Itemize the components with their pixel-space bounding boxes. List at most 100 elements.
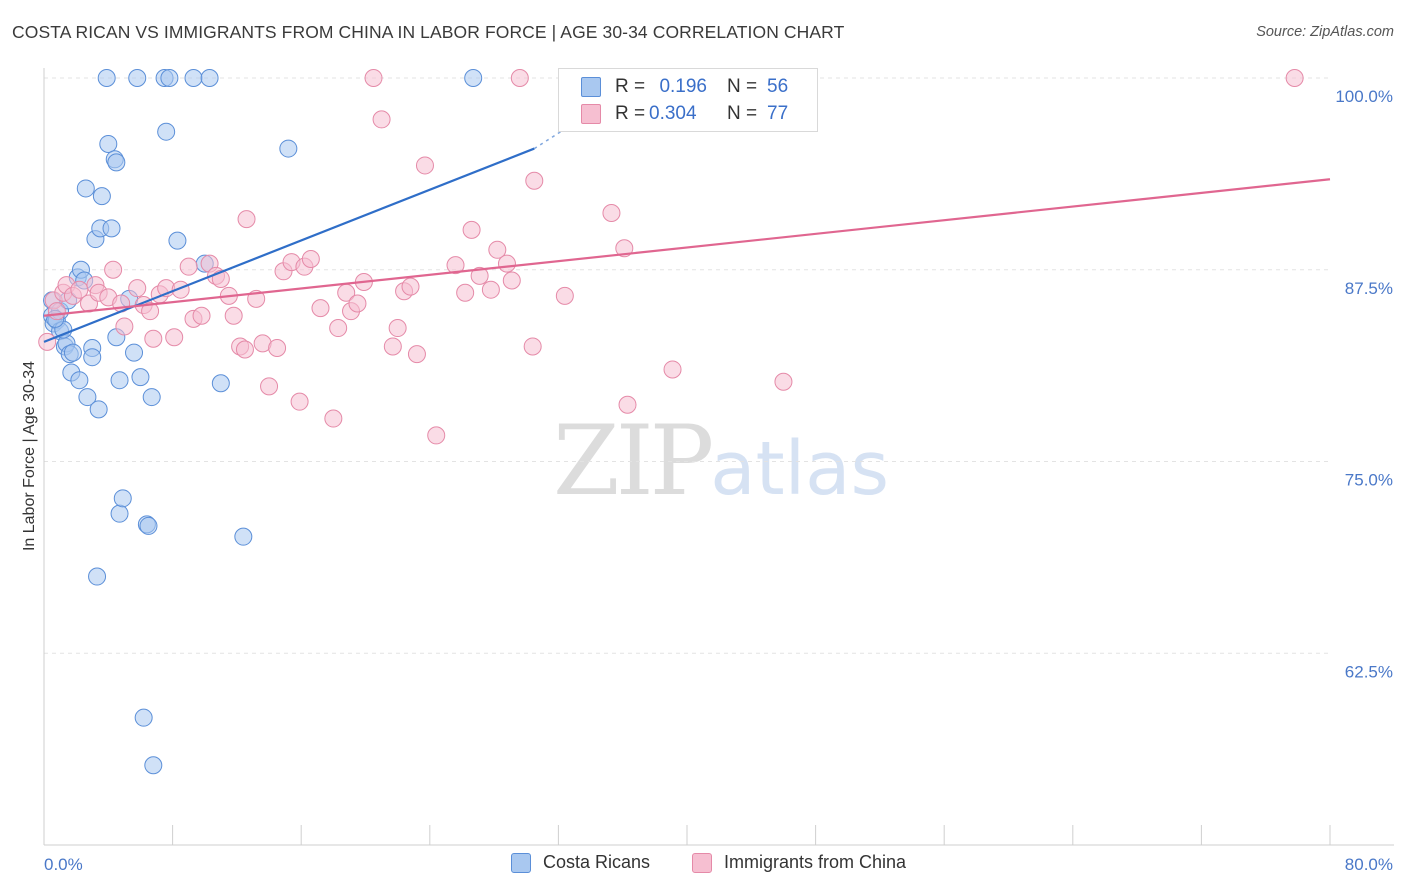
grid-lines xyxy=(44,77,1330,654)
y-tick-label: 100.0% xyxy=(1335,87,1393,106)
bottom-legend-swatch-pink xyxy=(692,852,712,873)
y-tick-label: 62.5% xyxy=(1345,662,1393,681)
legend-swatch-blue xyxy=(581,77,601,97)
axes xyxy=(43,68,1394,846)
legend-n-value: 77 xyxy=(767,103,789,124)
data-point xyxy=(464,69,483,87)
data-point xyxy=(76,179,95,198)
trend-line xyxy=(43,147,535,343)
data-point xyxy=(88,567,107,586)
data-point xyxy=(401,277,420,296)
data-point xyxy=(107,153,126,172)
data-point xyxy=(348,294,367,313)
legend-n-label: N = xyxy=(727,76,758,97)
data-point xyxy=(63,343,82,362)
trend-lines xyxy=(43,117,1331,343)
axis-labels: 62.5% 75.0% 87.5% 100.0% 0.0% 80.0% In Labor F… xyxy=(21,87,1393,874)
data-point xyxy=(456,283,475,302)
data-point xyxy=(383,337,402,356)
data-point xyxy=(165,328,184,347)
data-point xyxy=(481,280,500,299)
bottom-legend-label: Costa Ricans xyxy=(543,852,651,872)
data-point xyxy=(602,203,621,222)
legend-n-value: 56 xyxy=(767,76,789,97)
y-tick-label: 75.0% xyxy=(1345,471,1393,490)
data-point xyxy=(774,372,793,391)
bottom-legend-label: Immigrants from China xyxy=(724,852,907,872)
data-point xyxy=(139,516,158,535)
data-point xyxy=(525,171,544,190)
data-point xyxy=(110,504,129,523)
data-point xyxy=(235,340,254,359)
bottom-legend-costa-ricans: Costa Ricans xyxy=(511,852,650,873)
data-point xyxy=(510,69,529,87)
legend-r-label: R = xyxy=(615,76,646,97)
data-point xyxy=(141,302,160,321)
data-point xyxy=(160,69,179,87)
y-axis-label: In Labor Force | Age 30-34 xyxy=(21,361,38,551)
data-point xyxy=(131,368,150,387)
x-tick-label: 80.0% xyxy=(1345,855,1393,874)
trend-line xyxy=(43,178,1331,317)
data-point xyxy=(311,299,330,318)
data-point xyxy=(618,395,637,414)
legend-n-label: N = xyxy=(727,103,758,124)
data-point xyxy=(78,388,97,407)
data-point xyxy=(260,377,279,396)
data-point xyxy=(523,337,542,356)
data-point xyxy=(134,708,153,727)
data-point xyxy=(104,260,123,279)
data-point xyxy=(364,69,383,87)
data-point xyxy=(192,306,211,325)
trend-line-extension xyxy=(533,117,583,150)
data-point xyxy=(200,69,219,87)
data-point xyxy=(407,345,426,364)
data-point xyxy=(115,317,134,336)
watermark: ZIPatlas xyxy=(553,405,889,517)
data-point xyxy=(388,319,407,338)
correlation-legend: R = 0.196 N = 56 R = 0.304 N = 77 xyxy=(558,68,818,132)
data-point xyxy=(279,139,298,158)
data-point xyxy=(268,338,287,357)
legend-swatch-pink xyxy=(581,104,601,124)
data-point xyxy=(470,266,489,285)
data-point xyxy=(446,256,465,275)
data-point xyxy=(427,426,446,445)
data-point xyxy=(102,219,121,238)
bottom-legend-swatch-blue xyxy=(511,852,531,873)
data-point xyxy=(97,69,116,87)
data-point xyxy=(144,756,163,775)
data-point xyxy=(168,231,187,250)
bottom-legend-china: Immigrants from China xyxy=(692,852,906,873)
data-point xyxy=(1285,69,1304,87)
data-point xyxy=(301,250,320,269)
data-point xyxy=(179,257,198,276)
data-point xyxy=(372,110,391,129)
data-point xyxy=(99,134,118,153)
data-point xyxy=(462,220,481,239)
data-point xyxy=(555,286,574,305)
data-point xyxy=(128,69,147,87)
data-point xyxy=(125,343,144,362)
data-point xyxy=(224,306,243,325)
data-point xyxy=(497,254,516,273)
legend-r-value: 0.196 xyxy=(659,76,707,97)
data-point xyxy=(110,371,129,390)
data-point xyxy=(113,489,132,508)
data-point xyxy=(211,374,230,393)
y-tick-label: 87.5% xyxy=(1345,279,1393,298)
data-point xyxy=(157,122,176,141)
costa-ricans-points xyxy=(43,69,483,775)
data-point xyxy=(89,400,108,419)
data-point xyxy=(324,409,343,428)
data-point xyxy=(663,360,682,379)
data-point xyxy=(329,319,348,338)
chart-title: COSTA RICAN VS IMMIGRANTS FROM CHINA IN … xyxy=(12,22,845,42)
legend-r-label: R = xyxy=(615,103,646,124)
data-point xyxy=(502,271,521,290)
data-point xyxy=(237,210,256,229)
source-label: Source: ZipAtlas.com xyxy=(1256,24,1394,40)
legend-row-costa-ricans: R = 0.196 N = 56 xyxy=(581,75,788,99)
data-point xyxy=(142,388,161,407)
